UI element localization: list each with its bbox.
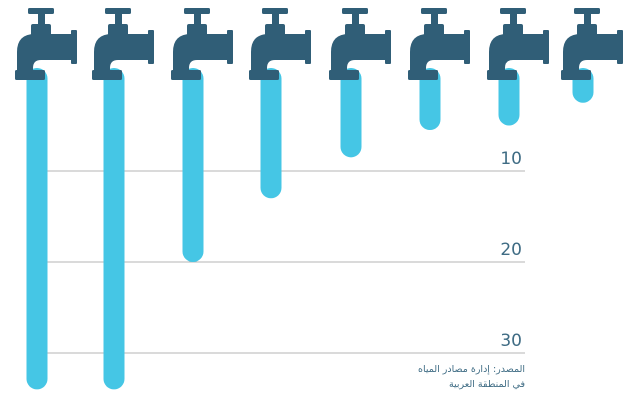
faucet-icon	[408, 8, 470, 80]
bar-2	[103, 68, 125, 390]
faucet-icon	[561, 8, 623, 80]
faucet-icon	[487, 8, 549, 80]
stream-layer	[26, 68, 594, 390]
faucet-icon	[92, 8, 154, 80]
tick-label-30: 30	[500, 331, 522, 351]
source-note: المصدر: إدارة مصادر المياه في المنطقة ال…	[375, 362, 525, 392]
grid-layer	[27, 170, 525, 354]
faucet-icon	[329, 8, 391, 80]
bar-4	[260, 68, 282, 199]
faucet-icon	[171, 8, 233, 80]
bar-7	[498, 68, 520, 126]
faucet-icon	[249, 8, 311, 80]
tick-label-10: 10	[500, 149, 522, 169]
bar-3	[182, 68, 204, 262]
faucet-layer	[15, 8, 623, 80]
source-line-1: المصدر: إدارة مصادر المياه	[418, 364, 525, 375]
tick-label-layer: 10 20 30	[500, 149, 522, 351]
bar-6	[419, 68, 441, 131]
bar-1	[26, 68, 48, 390]
faucet-icon	[15, 8, 77, 80]
bar-5	[340, 68, 362, 158]
source-line-2: في المنطقة العربية	[448, 379, 525, 390]
tick-label-20: 20	[500, 240, 522, 260]
